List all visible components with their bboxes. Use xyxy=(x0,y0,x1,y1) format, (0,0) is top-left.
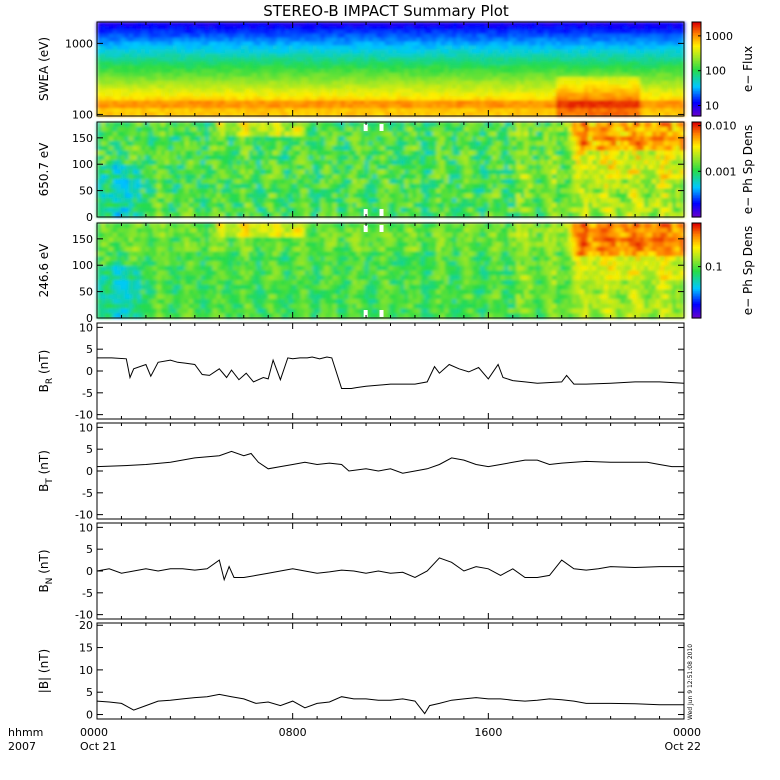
data-gap xyxy=(363,209,368,216)
y-tick-label: 150 xyxy=(72,233,93,246)
panel-pad246: 0.1 e− Ph Sp Dens 0 50 100 150 246.6 eV xyxy=(37,222,755,325)
data-gap xyxy=(379,225,384,232)
y-tick-label: 100 xyxy=(72,158,93,171)
y-tick-label: 150 xyxy=(72,132,93,145)
series-line-bmag xyxy=(96,693,684,715)
data-gap xyxy=(363,310,368,317)
y-axis-label: BR (nT) xyxy=(37,350,55,393)
data-gap xyxy=(379,124,384,131)
colorbar-tick-label: 0.001 xyxy=(705,165,737,178)
y-tick-label: -5 xyxy=(82,587,93,600)
colorbar-pad246: 0.1 e− Ph Sp Dens xyxy=(691,222,755,319)
y-tick-label: 50 xyxy=(79,185,93,198)
y-tick-label: 20 xyxy=(79,619,93,632)
colorbar-label: e− Ph Sp Dens xyxy=(741,125,755,214)
y-tick-label: 0 xyxy=(86,365,93,378)
y-tick-label: 0 xyxy=(86,465,93,478)
y-axis-label: 650.7 eV xyxy=(37,142,51,197)
y-tick-label: 10 xyxy=(79,421,93,434)
y-tick-label: 100 xyxy=(72,259,93,272)
y-tick-label: 5 xyxy=(86,543,93,556)
panel-frame xyxy=(96,422,685,520)
y-tick-label: 10 xyxy=(79,664,93,677)
panel-bmag: 20 15 10 5 0 |B| (nT) xyxy=(37,619,685,722)
panel-frame xyxy=(96,522,685,620)
y-tick-label: -10 xyxy=(75,509,93,522)
y-axis-label: 246.6 eV xyxy=(37,243,51,298)
panel-br: 10 5 0 -5 -10 BR (nT) xyxy=(37,321,685,422)
y-tick-label: -10 xyxy=(75,409,93,422)
colorbar-label: e− Flux xyxy=(741,46,755,92)
x-tick-label: 0800 xyxy=(279,726,307,739)
y-tick-label: 0 xyxy=(86,211,93,224)
x-tick-date-label: Oct 21 xyxy=(80,740,117,753)
panel-frame xyxy=(96,622,685,720)
colorbar-pad650: 0.010 0.001 e− Ph Sp Dens xyxy=(691,120,755,218)
x-tick-label: 0000 xyxy=(673,726,701,739)
y-tick-label: 5 xyxy=(86,686,93,699)
plot-title: STEREO-B IMPACT Summary Plot xyxy=(263,2,509,20)
y-tick-label: 10 xyxy=(79,321,93,334)
y-tick-label: 5 xyxy=(86,443,93,456)
y-tick-label: -5 xyxy=(82,487,93,500)
y-axis-label: |B| (nT) xyxy=(37,649,51,693)
y-tick-label: 15 xyxy=(79,642,93,655)
colorbar-tick-label: 0.010 xyxy=(705,120,737,133)
y-tick-label: 0 xyxy=(86,312,93,325)
colorbar-tick-label: 0.1 xyxy=(705,261,723,274)
x-tick-label: 0000 xyxy=(80,726,108,739)
colorbar-swea: 10 100 1000 e− Flux xyxy=(691,21,755,117)
y-tick-label: 10 xyxy=(79,521,93,534)
panel-frame xyxy=(96,322,685,420)
series-line-bn xyxy=(96,557,684,582)
timestamp-label: Wed Jun 9 12:51:08 2010 xyxy=(687,644,694,720)
x-tick-label: 1600 xyxy=(474,726,502,739)
data-gap xyxy=(363,124,368,131)
x-tick-date-label: Oct 22 xyxy=(664,740,701,753)
data-gap xyxy=(379,209,384,216)
spectrogram-pad246 xyxy=(97,223,685,319)
panel-bn: 10 5 0 -5 -10 BN (nT) xyxy=(37,521,685,622)
time-axis-label-top: hhmm xyxy=(8,726,43,739)
panel-pad650: 0.010 0.001 e− Ph Sp Dens 0 50 100 150 650.7 eV xyxy=(37,120,755,224)
data-gap xyxy=(363,225,368,232)
y-axis-label: BN (nT) xyxy=(37,549,55,592)
time-axis-label-bottom: 2007 xyxy=(8,740,36,753)
y-tick-label: 0 xyxy=(86,709,93,722)
y-axis-label: SWEA (eV) xyxy=(37,37,51,101)
series-line-bt xyxy=(96,450,684,474)
spectrogram-swea xyxy=(97,22,685,117)
spectrogram-pad650 xyxy=(97,122,685,218)
series-line-br xyxy=(97,356,685,389)
y-tick-label: -10 xyxy=(75,609,93,622)
panel-swea: 10 100 1000 e− Flux 100 1000 SWEA (eV) xyxy=(37,21,755,121)
y-tick-label: -5 xyxy=(82,387,93,400)
y-tick-label: 5 xyxy=(86,343,93,356)
y-tick-label: 100 xyxy=(72,108,93,121)
y-tick-label: 0 xyxy=(86,565,93,578)
y-axis-label: BT (nT) xyxy=(37,450,55,492)
colorbar-tick-label: 10 xyxy=(705,100,719,113)
y-tick-label: 50 xyxy=(79,286,93,299)
colorbar-tick-label: 1000 xyxy=(705,30,733,43)
y-tick-label: 1000 xyxy=(65,37,93,50)
data-gap xyxy=(379,310,384,317)
colorbar-tick-label: 100 xyxy=(705,65,726,78)
colorbar-label: e− Ph Sp Dens xyxy=(741,226,755,315)
panel-bt: 10 5 0 -5 -10 BT (nT) xyxy=(37,421,685,522)
